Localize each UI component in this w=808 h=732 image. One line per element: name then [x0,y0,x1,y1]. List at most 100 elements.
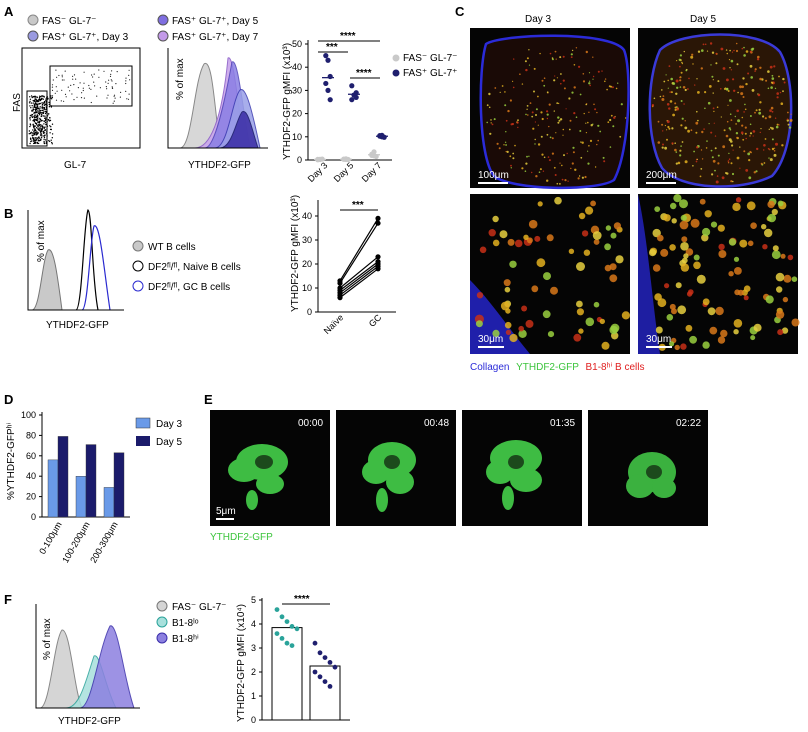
micro-cell [555,58,557,60]
scatter-a-point [327,97,333,103]
micro-cell [732,78,735,81]
micro-cell [679,54,683,57]
micro-day5-overview: 200μm [638,28,798,188]
micro-cell [730,162,733,165]
facs-dot [31,116,34,119]
micro-cell [582,73,585,75]
micro-day5-tissue [648,33,793,188]
micro-cell [670,202,677,210]
micro-cell [564,179,567,182]
micro-cell [505,144,507,146]
micro-cell [551,137,554,140]
legend-b-wt-swatch [132,240,144,252]
micro-cell [562,55,565,58]
micro-cell [780,253,786,259]
scatter-a-legend-pos: FAS⁺ GL-7⁺ [403,68,457,79]
facs-dot [39,125,41,127]
micro-cell [688,77,690,80]
micro-cell [743,295,749,301]
nucleus-e-1 [255,455,273,469]
micro-cell [602,156,605,159]
micro-cell [510,167,512,169]
micro-cell [546,110,549,113]
micro-cell [733,319,743,328]
frames-e: 00:00 00:48 01:35 02:22 5μm [210,410,708,526]
scatter-a-ylabel: YTHDF2-GFP gMFI (x10³) [282,43,293,160]
micro-cell [699,198,706,205]
micro-cell [514,239,523,248]
micro-cell [606,88,608,91]
facs-dot [83,82,85,84]
micro-cell [486,104,489,107]
facs-dot [37,139,40,142]
micro-cell [767,213,777,223]
micro-cell [748,176,752,180]
micro-cell [525,162,528,165]
micro-cell [651,105,654,108]
micro-cell [546,117,549,120]
micro-cell [581,230,589,237]
micro-cell [729,67,731,69]
micro-cell [728,59,731,61]
scalebar-e-label: 5μm [216,506,236,517]
micro-cell [741,124,744,127]
micro-cell [680,124,683,127]
facs-dot [111,70,113,72]
facs-dot [103,70,105,72]
bars-d-yticks: 0 20 40 60 80 100 [21,410,42,522]
micro-cell [735,123,737,125]
micro-cell [708,123,710,125]
micro-cell [568,97,571,100]
micro-cell [657,141,661,144]
facs-dot [43,140,45,143]
facs-dot [41,95,44,97]
facs-dot [98,76,100,78]
facs-dot [128,69,130,71]
micro-cell [529,102,532,104]
facs-dot [115,83,117,85]
micro-cell [679,76,681,79]
bars-f-ytick-label: 5 [251,595,256,605]
micro-cell [541,79,544,82]
micro-cell [773,147,776,149]
scatter-a-point [325,57,331,63]
scatter-a-point [349,83,355,89]
micro-cell [758,108,761,111]
micro-cell [563,154,565,157]
micro-cell [573,64,576,66]
scatter-a-legend-pos-swatch [392,69,400,77]
facs-dot [47,113,49,115]
nucleus-e-2 [384,455,400,469]
bars-f-point [322,655,328,660]
paired-b-ytick-label: 20 [302,259,312,269]
micro-cell [676,86,679,90]
facs-dot [108,79,110,81]
micro-cell [584,175,587,179]
micro-cell [617,82,619,84]
micro-cell [620,103,623,106]
micro-cell [728,158,731,160]
facs-dot [107,82,109,84]
facs-dot [82,87,84,89]
micro-cell [543,272,551,281]
bars-d-bar [103,487,115,518]
micro-cell [749,115,752,117]
facs-dot [125,80,127,82]
micro-cell [528,219,538,229]
micro-cell [732,180,734,183]
scalebar-c2-label: 200μm [646,170,677,181]
micro-cell [528,64,531,66]
micro-cell [764,228,773,238]
micro-cell [711,173,714,176]
facs-dot [38,103,40,105]
facs-dot [37,110,39,112]
micro-cell [750,222,757,229]
micro-cell [547,331,555,338]
facs-dot [44,110,46,113]
facs-dot [55,99,58,101]
micro-cell [753,171,756,174]
scalebar-c3-label: 30μm [478,334,503,345]
micro-cell [676,60,678,62]
micro-cell [776,286,783,293]
paired-b-line [339,261,379,291]
